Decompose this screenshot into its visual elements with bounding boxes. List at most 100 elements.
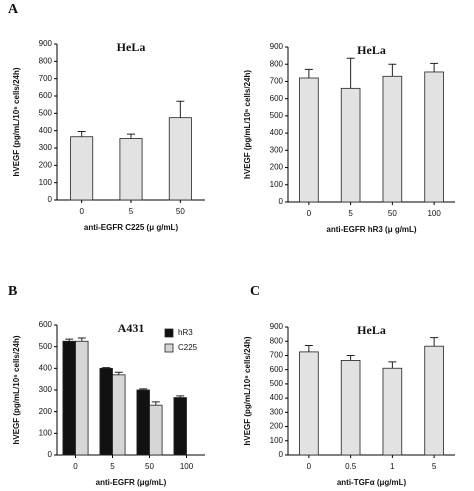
y-axis-label: hVEGF (pg/mL/10⁶ cells/24h) — [12, 335, 21, 444]
panel-label: C — [250, 284, 260, 299]
y-tick-label: 200 — [39, 407, 53, 416]
y-tick-label: 100 — [39, 428, 53, 437]
y-tick-label: 0 — [48, 195, 53, 204]
x-tick-label: 5 — [432, 462, 437, 471]
error-bar — [77, 337, 86, 342]
error-bar — [304, 344, 313, 352]
bar — [340, 87, 361, 203]
x-axis-label: anti-TGFα (μg/mL) — [337, 478, 407, 487]
y-tick-label: 100 — [39, 178, 53, 187]
y-tick-label: 200 — [270, 422, 284, 431]
y-axis-label: hVEGF (pg/mL/10⁶ cells/24h) — [12, 67, 21, 176]
y-tick-label: 500 — [270, 111, 284, 120]
x-tick-label: 0 — [307, 462, 312, 471]
y-tick-label: 600 — [270, 94, 284, 103]
y-tick-label: 500 — [270, 379, 284, 388]
bar — [382, 367, 403, 456]
y-tick-label: 900 — [270, 42, 284, 51]
x-tick-label: 100 — [427, 209, 441, 218]
y-tick-label: 400 — [270, 128, 284, 137]
x-tick-label: 50 — [145, 462, 154, 471]
error-bar — [430, 337, 439, 347]
y-tick-label: 0 — [48, 450, 53, 459]
y-tick-label: 300 — [39, 143, 53, 152]
y-tick-label: 500 — [39, 342, 53, 351]
x-tick-label: 1 — [390, 462, 395, 471]
bar — [424, 345, 444, 456]
error-bar — [127, 133, 135, 139]
bar — [62, 340, 76, 456]
chart-title: A431 — [118, 321, 145, 335]
error-bar — [430, 62, 439, 72]
y-tick-label: 700 — [270, 351, 284, 360]
x-tick-label: 5 — [348, 209, 353, 218]
x-tick-label: 100 — [180, 462, 194, 471]
bar — [112, 374, 126, 456]
x-tick-label: 5 — [129, 207, 134, 216]
chart-title: HeLa — [357, 43, 386, 57]
y-tick-label: 200 — [39, 160, 53, 169]
bar — [299, 351, 319, 456]
y-tick-label: 800 — [270, 59, 284, 68]
bar — [168, 117, 192, 201]
legend-label: C225 — [178, 343, 198, 352]
bar — [299, 77, 319, 203]
y-tick-label: 800 — [270, 336, 284, 345]
error-bar — [139, 388, 148, 390]
bar — [424, 71, 444, 203]
error-bar — [65, 338, 74, 342]
y-tick-label: 400 — [39, 363, 53, 372]
bar — [119, 138, 143, 201]
y-tick-label: 400 — [39, 126, 53, 135]
y-tick-label: 600 — [39, 91, 53, 100]
bar — [99, 367, 113, 456]
y-tick-label: 400 — [270, 393, 284, 402]
y-tick-label: 500 — [39, 108, 53, 117]
bar — [173, 397, 187, 456]
bar — [149, 404, 163, 456]
y-tick-label: 300 — [270, 145, 284, 154]
legend-label: hR3 — [178, 328, 193, 337]
x-tick-label: 50 — [388, 209, 397, 218]
y-tick-label: 0 — [279, 197, 284, 206]
error-bar — [176, 100, 185, 118]
error-bar — [77, 131, 86, 137]
error-bar — [304, 68, 313, 78]
x-tick-label: 0 — [307, 209, 312, 218]
y-tick-label: 900 — [270, 322, 284, 331]
bar — [70, 136, 94, 201]
y-axis-label: hVEGF (pg/mL/10⁶ cells/24h) — [243, 336, 252, 445]
x-tick-label: 50 — [176, 207, 185, 216]
legend-swatch — [164, 328, 174, 338]
error-bar — [151, 401, 160, 406]
legend-swatch — [164, 343, 174, 353]
error-bar — [346, 57, 355, 89]
y-tick-label: 600 — [270, 365, 284, 374]
chart-title: HeLa — [117, 40, 146, 54]
y-tick-label: 600 — [39, 320, 53, 329]
error-bar — [102, 367, 111, 369]
error-bar — [114, 371, 123, 375]
chart-title: HeLa — [357, 323, 386, 337]
y-tick-label: 0 — [279, 450, 284, 459]
x-axis-label: anti-EGFR (μg/mL) — [96, 478, 167, 487]
y-tick-label: 300 — [39, 385, 53, 394]
x-tick-label: 0 — [73, 462, 78, 471]
y-tick-label: 100 — [270, 180, 284, 189]
y-tick-label: 300 — [270, 407, 284, 416]
y-tick-label: 100 — [270, 436, 284, 445]
y-tick-label: 700 — [270, 77, 284, 86]
y-axis-label: hVEGF (pg/mL/10⁶ cells/24h) — [243, 70, 252, 179]
x-axis-label: anti-EGFR C225 (μ g/mL) — [84, 223, 179, 232]
y-tick-label: 700 — [39, 74, 53, 83]
error-bar — [388, 63, 397, 77]
x-tick-label: 0.5 — [345, 462, 357, 471]
bar — [382, 75, 403, 203]
panel-label: A — [8, 2, 19, 17]
error-bar — [346, 354, 355, 361]
bar — [340, 360, 361, 456]
error-bar — [388, 361, 397, 369]
y-tick-label: 800 — [39, 56, 53, 65]
panel-label: B — [8, 284, 17, 299]
